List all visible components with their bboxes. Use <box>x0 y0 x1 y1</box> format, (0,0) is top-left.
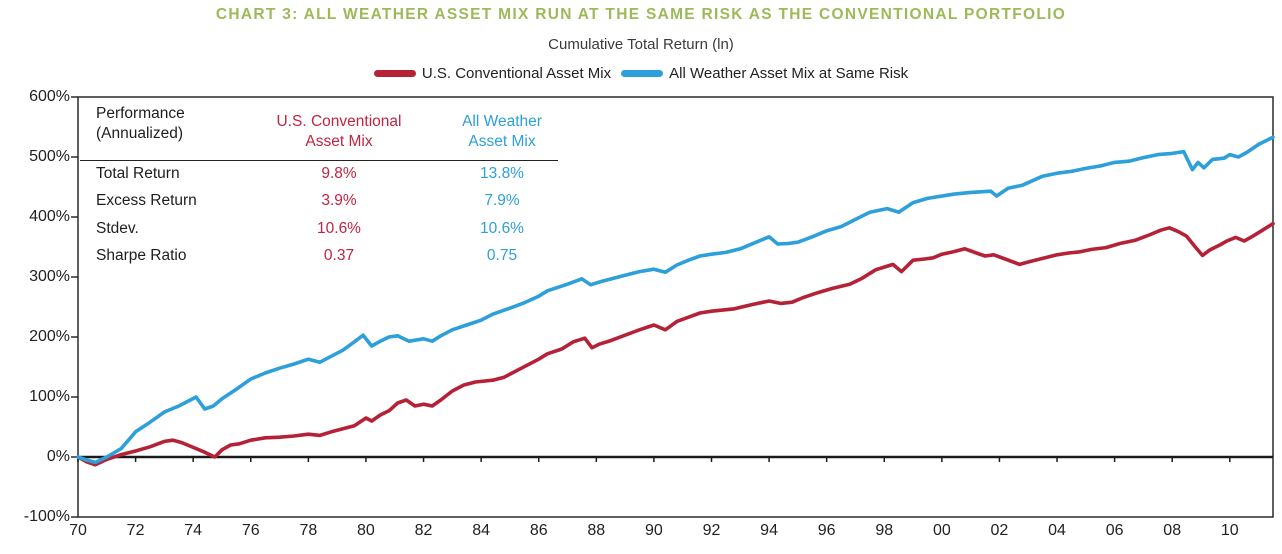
legend-line-swatch <box>373 69 416 77</box>
x-tick-label: 78 <box>299 522 318 539</box>
table-row-label: Excess Return <box>96 192 197 210</box>
y-tick-label: 400% <box>29 208 70 225</box>
table-conventional-value: 10.6% <box>317 219 361 237</box>
x-tick-label: 10 <box>1220 522 1239 539</box>
x-tick-label: 86 <box>529 522 548 539</box>
x-tick-label: 90 <box>644 522 663 539</box>
performance-table: Performance (Annualized) U.S. Conventional… <box>88 104 572 270</box>
x-tick-label: 88 <box>587 522 606 539</box>
y-tick-label: 500% <box>29 148 70 165</box>
legend-label: All Weather Asset Mix at Same Risk <box>669 64 909 82</box>
x-tick-label: 84 <box>472 522 491 539</box>
table-conventional-value: 0.37 <box>323 247 355 265</box>
y-tick-label: 200% <box>29 328 70 345</box>
x-tick-label: 74 <box>184 522 203 539</box>
series-line-u-s-conventional-asset-mix <box>76 221 1275 467</box>
table-row-label: Sharpe Ratio <box>96 247 187 265</box>
y-tick-label: -100% <box>23 508 70 525</box>
x-tick-label: 92 <box>702 522 721 539</box>
x-tick-label: 94 <box>760 522 778 539</box>
table-header-conventional: U.S. Conventional Asset Mix <box>276 113 402 150</box>
series-line-all-weather-asset-mix-at-same-risk <box>76 135 1275 465</box>
x-tick-label: 82 <box>414 522 433 539</box>
table-row-label: Total Return <box>96 164 180 182</box>
y-tick-label: 300% <box>29 268 70 285</box>
legend-item: All Weather Asset Mix at Same Risk <box>621 65 908 82</box>
x-tick-label: 72 <box>126 522 145 539</box>
legend-item: U.S. Conventional Asset Mix <box>373 64 612 82</box>
table-header-all-weather: All Weather Asset Mix <box>462 113 542 150</box>
x-tick-label: 04 <box>1048 522 1066 539</box>
x-tick-label: 08 <box>1163 522 1182 539</box>
x-tick-label: 96 <box>817 522 836 539</box>
table-conventional-value: 9.8% <box>321 164 357 182</box>
table-row-label: Stdev. <box>96 219 139 237</box>
chart-title: CHART 3: ALL WEATHER ASSET MIX RUN AT TH… <box>215 6 1067 23</box>
y-tick-label: 600% <box>29 88 70 105</box>
table-header-divider <box>80 160 558 161</box>
x-tick-label: 76 <box>241 522 260 539</box>
y-tick-label: 0% <box>46 448 70 465</box>
x-tick-label: 02 <box>990 522 1009 539</box>
x-tick-label: 80 <box>357 522 375 539</box>
table-all-weather-value: 10.6% <box>480 219 524 237</box>
y-tick-label: 100% <box>29 388 70 405</box>
legend-label: U.S. Conventional Asset Mix <box>421 64 612 82</box>
table-all-weather-value: 7.9% <box>484 192 520 210</box>
chart-legend: U.S. Conventional Asset Mix All Weather A… <box>0 62 1282 84</box>
table-all-weather-value: 0.75 <box>486 247 518 265</box>
x-tick-label: 70 <box>69 522 87 539</box>
x-tick-label: 98 <box>875 522 894 539</box>
table-header-metric: Performance (Annualized) <box>96 105 185 142</box>
x-tick-label: 00 <box>932 522 951 539</box>
chart-subtitle: Cumulative Total Return (ln) <box>548 36 734 53</box>
x-tick-label: 06 <box>1105 522 1124 539</box>
legend-line-swatch <box>621 69 664 77</box>
table-all-weather-value: 13.8% <box>480 164 524 182</box>
table-conventional-value: 3.9% <box>321 192 357 210</box>
